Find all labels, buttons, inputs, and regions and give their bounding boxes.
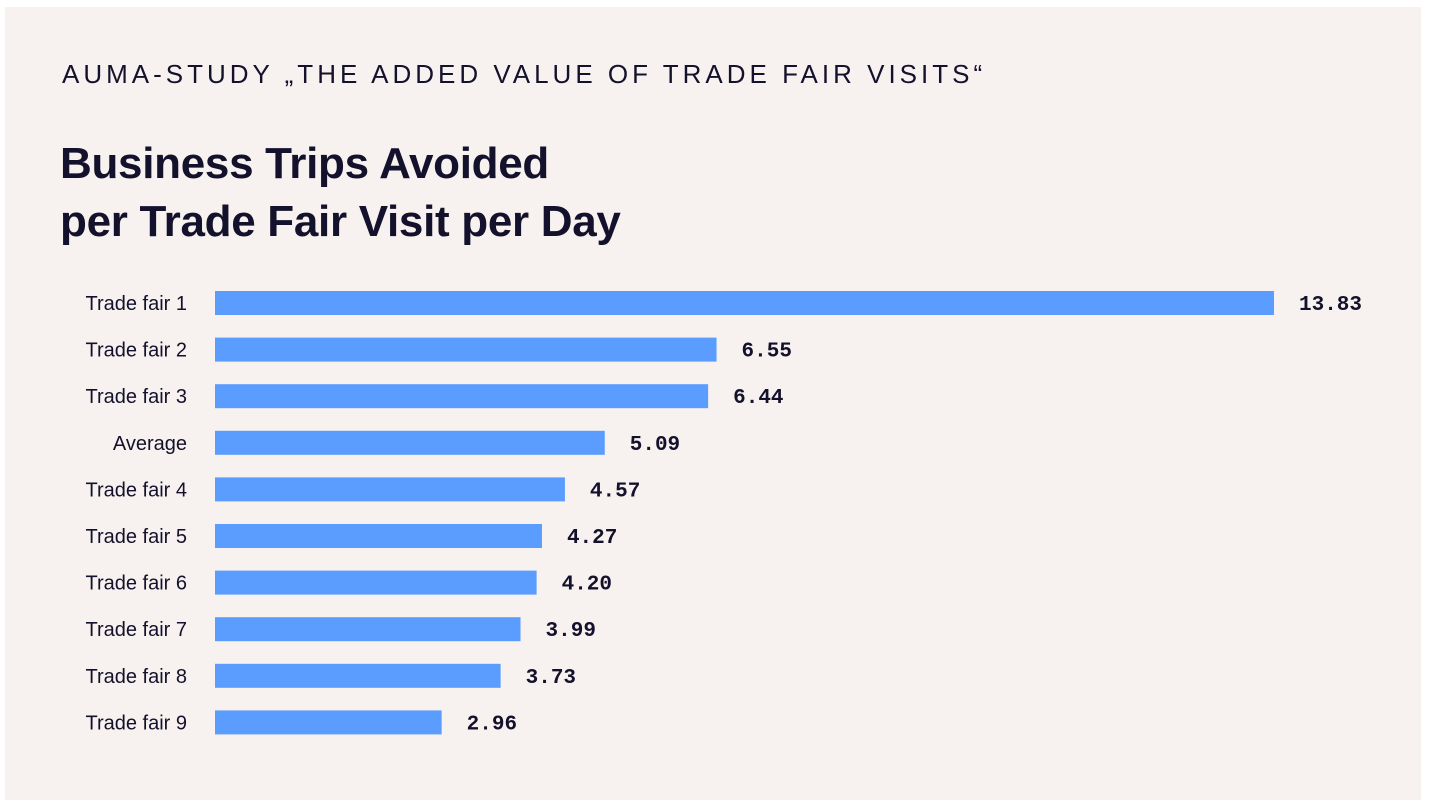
bar (215, 524, 542, 548)
value-label: 2.96 (467, 713, 517, 736)
bar (215, 291, 1274, 315)
value-label: 3.99 (546, 620, 596, 643)
bar (215, 337, 717, 362)
category-label: Trade fair 4 (85, 479, 187, 501)
value-label: 13.83 (1299, 294, 1362, 317)
bar (215, 710, 442, 735)
bar (215, 430, 605, 455)
value-label: 6.55 (742, 341, 792, 364)
category-label: Trade fair 9 (85, 712, 187, 734)
chart-title-line-2: per Trade Fair Visit per Day (60, 197, 621, 246)
value-label: 4.57 (590, 480, 640, 503)
chart-title-line-1: Business Trips Avoided (60, 139, 549, 188)
chart-title: Business Trips Avoided per Trade Fair Vi… (60, 135, 621, 251)
value-label: 6.44 (733, 387, 783, 410)
category-label: Trade fair 1 (85, 293, 187, 315)
bar (215, 570, 537, 595)
bar (215, 384, 709, 409)
value-label: 4.20 (562, 574, 612, 597)
bar (215, 617, 521, 642)
category-label: Trade fair 7 (85, 619, 187, 641)
bar (215, 663, 501, 688)
bar (215, 477, 565, 502)
category-label: Trade fair 6 (85, 573, 187, 595)
value-label: 5.09 (630, 434, 680, 457)
value-label: 3.73 (526, 667, 576, 690)
category-label: Average (113, 433, 187, 455)
category-label: Trade fair 8 (85, 666, 187, 688)
category-label: Trade fair 2 (85, 340, 187, 362)
category-label: Trade fair 5 (85, 526, 187, 548)
value-label: 4.27 (567, 527, 617, 550)
study-kicker: AUMA-STUDY „THE ADDED VALUE OF TRADE FAI… (62, 59, 987, 89)
category-label: Trade fair 3 (85, 386, 187, 408)
